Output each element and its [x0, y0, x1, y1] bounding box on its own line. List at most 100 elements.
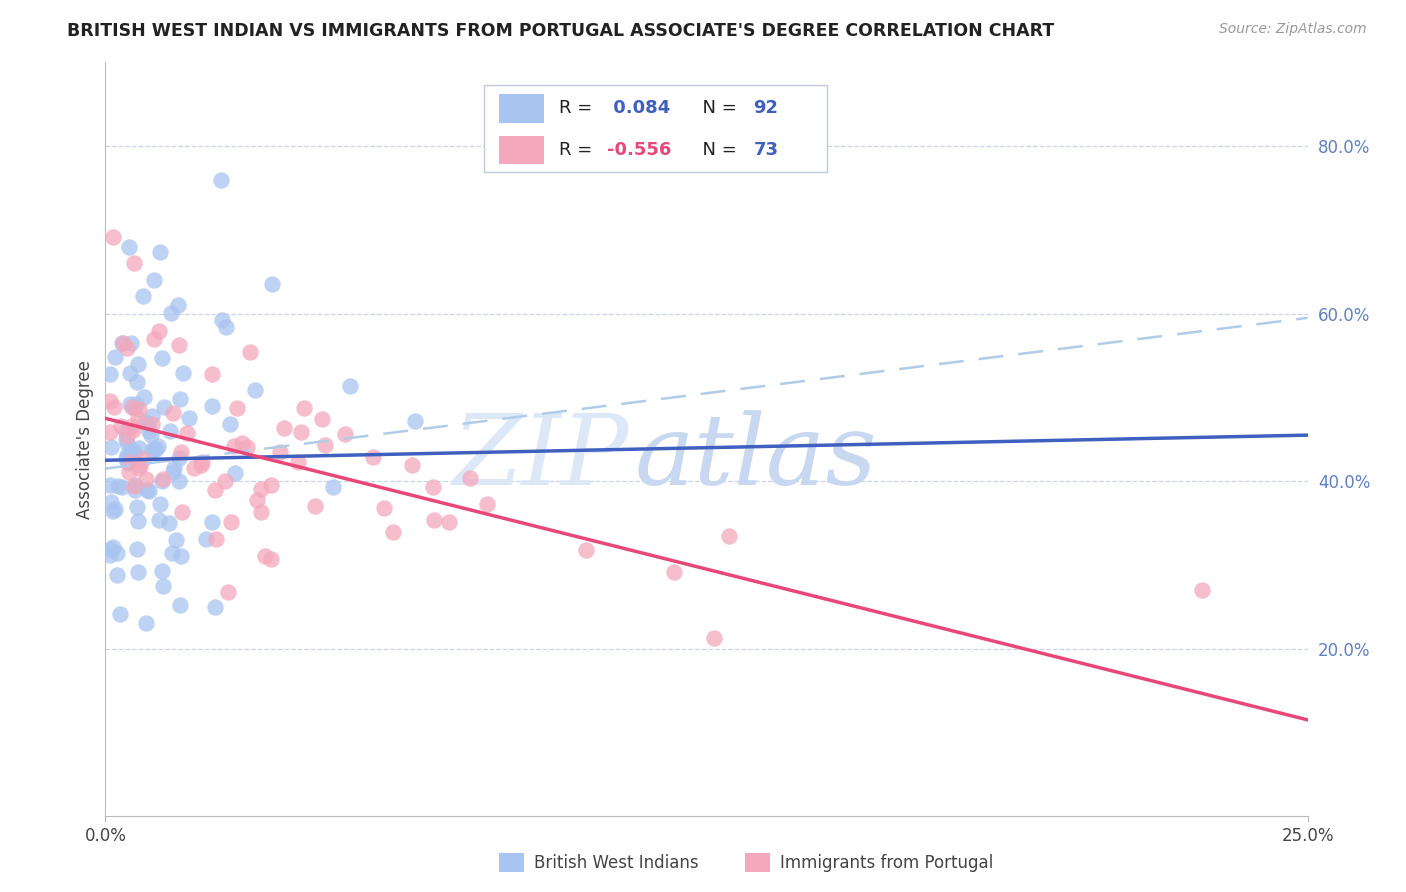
- Point: [172, 505, 194, 519]
- Point: [177, 410, 200, 425]
- Point: [152, 579, 174, 593]
- FancyBboxPatch shape: [499, 94, 544, 123]
- Point: [127, 357, 149, 371]
- Point: [120, 335, 142, 350]
- Point: [124, 483, 146, 498]
- Text: 92: 92: [754, 99, 779, 118]
- Point: [117, 455, 139, 469]
- Point: [118, 366, 141, 380]
- Point: [217, 585, 239, 599]
- Point: [117, 456, 139, 470]
- Point: [322, 480, 344, 494]
- Point: [404, 414, 426, 428]
- Point: [135, 483, 157, 497]
- Point: [260, 552, 283, 566]
- Point: [117, 448, 139, 462]
- Point: [290, 425, 312, 439]
- Point: [159, 424, 181, 438]
- Point: [209, 172, 232, 186]
- Point: [231, 435, 253, 450]
- Point: [111, 480, 134, 494]
- Point: [718, 528, 741, 542]
- Point: [117, 465, 139, 479]
- Point: [122, 401, 145, 415]
- Point: [662, 566, 685, 580]
- Point: [339, 379, 361, 393]
- Point: [361, 450, 384, 464]
- Point: [304, 499, 326, 513]
- Point: [269, 445, 291, 459]
- Point: [98, 425, 121, 439]
- Point: [162, 407, 184, 421]
- Point: [149, 245, 172, 260]
- Point: [121, 423, 143, 437]
- Point: [160, 547, 183, 561]
- Point: [142, 332, 165, 346]
- Point: [150, 474, 173, 488]
- Point: [165, 533, 187, 547]
- Point: [163, 461, 186, 475]
- Point: [183, 460, 205, 475]
- Point: [132, 289, 155, 303]
- Point: [204, 599, 226, 614]
- Point: [120, 442, 142, 457]
- Point: [149, 497, 172, 511]
- Point: [152, 472, 174, 486]
- Point: [152, 564, 174, 578]
- Point: [423, 513, 446, 527]
- Text: N =: N =: [690, 141, 742, 159]
- Point: [104, 502, 127, 516]
- Point: [1191, 583, 1213, 598]
- Point: [162, 465, 184, 479]
- Point: [172, 366, 194, 380]
- Point: [115, 428, 138, 442]
- Point: [201, 515, 224, 529]
- Point: [118, 240, 141, 254]
- Point: [160, 306, 183, 320]
- Point: [100, 494, 122, 508]
- FancyBboxPatch shape: [499, 136, 544, 164]
- Point: [114, 424, 136, 438]
- Point: [139, 428, 162, 442]
- Point: [204, 483, 226, 498]
- Point: [128, 442, 150, 456]
- Point: [122, 443, 145, 458]
- Point: [129, 458, 152, 473]
- Point: [141, 409, 163, 424]
- Point: [127, 542, 149, 557]
- Point: [98, 548, 121, 562]
- Point: [287, 455, 309, 469]
- Point: [104, 351, 127, 365]
- Point: [107, 478, 129, 492]
- Point: [169, 598, 191, 612]
- Point: [167, 474, 190, 488]
- Point: [143, 442, 166, 456]
- Point: [214, 319, 236, 334]
- Point: [110, 607, 132, 622]
- Point: [250, 505, 273, 519]
- Point: [314, 438, 336, 452]
- Point: [292, 401, 315, 415]
- Point: [124, 256, 146, 270]
- Point: [382, 525, 405, 540]
- Point: [132, 390, 155, 404]
- Point: [148, 512, 170, 526]
- Point: [219, 515, 242, 529]
- Point: [260, 277, 283, 291]
- Point: [136, 417, 159, 431]
- Point: [128, 402, 150, 417]
- Point: [100, 441, 122, 455]
- Point: [224, 466, 246, 480]
- Point: [373, 500, 395, 515]
- Point: [422, 480, 444, 494]
- Point: [170, 549, 193, 564]
- Point: [145, 442, 167, 457]
- Point: [105, 568, 128, 582]
- Text: R =: R =: [558, 99, 598, 118]
- Point: [111, 335, 134, 350]
- Point: [437, 515, 460, 529]
- Point: [98, 541, 121, 556]
- Text: atlas: atlas: [634, 410, 877, 506]
- Point: [118, 455, 141, 469]
- Point: [148, 324, 170, 338]
